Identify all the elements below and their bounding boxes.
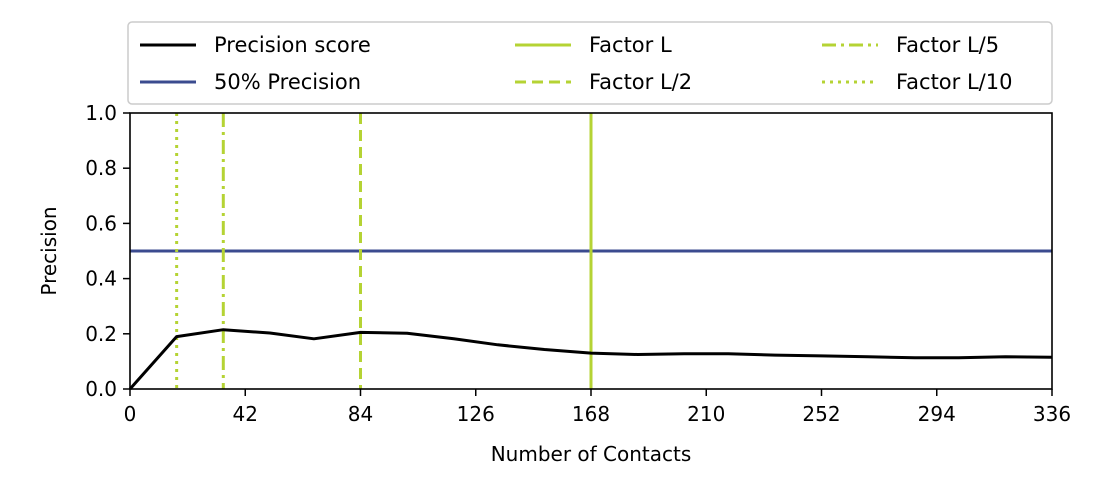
legend-label-1: 50% Precision [214,70,361,94]
legend-label-0: Precision score [214,33,371,57]
legend-label-3: Factor L/2 [589,70,692,94]
y-tick-label-2: 0.4 [85,267,117,291]
y-tick-label-1: 0.2 [85,322,117,346]
x-tick-label-7: 294 [918,402,956,426]
x-tick-label-4: 168 [572,402,610,426]
x-tick-label-8: 336 [1033,402,1071,426]
y-axis-label: Precision [37,206,61,295]
x-tick-label-3: 126 [457,402,495,426]
y-tick-label-5: 1.0 [85,101,117,125]
legend-label-4: Factor L/5 [896,33,999,57]
y-tick-label-3: 0.6 [85,211,117,235]
x-axis-label: Number of Contacts [491,442,692,466]
x-tick-label-6: 252 [802,402,840,426]
plot-area [128,113,1053,390]
y-tick-label-4: 0.8 [85,156,117,180]
x-tick-label-2: 84 [348,402,373,426]
legend-label-2: Factor L [589,33,672,57]
x-tick-label-1: 42 [233,402,258,426]
x-tick-label-5: 210 [687,402,725,426]
x-tick-label-0: 0 [124,402,137,426]
series-line-0 [128,328,1053,390]
y-tick-label-0: 0.0 [85,377,117,401]
legend-box [127,21,1053,105]
axes: 0 42 84 126 168 210 252 294 336 0.0 0.2 0.4 0.6 0.8 1.… [85,101,1071,426]
legend: Precision score 50% Precision Factor L Fact… [127,21,1053,105]
legend-label-5: Factor L/10 [896,70,1012,94]
